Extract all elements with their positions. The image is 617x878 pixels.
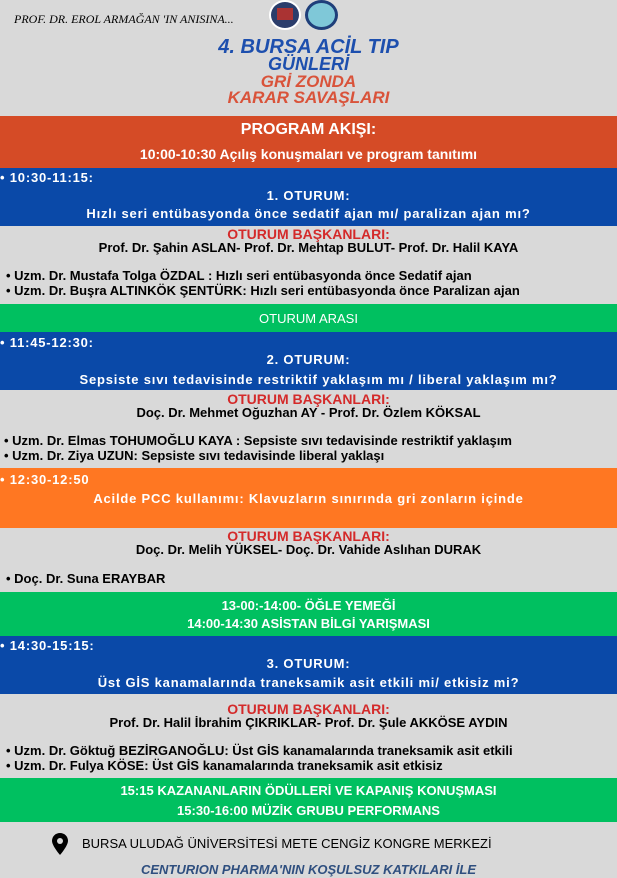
sponsor: CENTURION PHARMA'NIN KOŞULSUZ KATKILARI … (140, 862, 477, 877)
session-1-speaker-1: • Uzm. Dr. Mustafa Tolga ÖZDAL : Hızlı s… (6, 268, 472, 283)
location: BURSA ULUDAĞ ÜNİVERSİTESİ METE CENGİZ KO… (82, 836, 492, 851)
session-2-speaker-2: • Uzm. Dr. Ziya UZUN: Sepsiste sıvı teda… (4, 448, 385, 463)
session-2-chairs-label: OTURUM BAŞKANLARI: (227, 391, 390, 407)
quiz: 14:00-14:30 ASİSTAN BİLGİ YARIŞMASI (187, 616, 430, 631)
event-subtitle-line1: GRİ ZONDA (260, 72, 357, 91)
session-3-speaker-2: • Uzm. Dr. Fulya KÖSE: Üst GİS kanamalar… (6, 758, 443, 773)
session-break-band (0, 304, 617, 332)
session-3-band (0, 636, 617, 694)
pcc-time: • 12:30-12:50 (0, 472, 90, 487)
opening-text: 10:00-10:30 Açılış konuşmaları ve progra… (139, 146, 478, 162)
pcc-topic: Acilde PCC kullanımı: Klavuzların sınırı… (93, 491, 524, 506)
session-3-topic: Üst GİS kanamalarında traneksamik asit e… (97, 675, 520, 690)
session-1-time: • 10:30-11:15: (0, 170, 94, 185)
closing-band (0, 778, 617, 822)
pcc-band (0, 468, 617, 528)
event-title-line2: GÜNLERİ (268, 54, 349, 74)
awards: 15:15 KAZANANLARIN ÖDÜLLERİ VE KAPANIŞ K… (120, 783, 497, 798)
session-1-topic: Hızlı seri entübasyonda önce sedatif aja… (86, 206, 531, 221)
session-1-band (0, 168, 617, 226)
session-3-title: 3. OTURUM: (266, 656, 351, 671)
lunch-band (0, 592, 617, 636)
session-2-chairs: Doç. Dr. Mehmet Oğuzhan AY - Prof. Dr. Ö… (136, 405, 481, 420)
session-1-title: 1. OTURUM: (266, 188, 351, 203)
dedication: PROF. DR. EROL ARMAĞAN 'IN ANISINA... (14, 12, 234, 26)
program-band (0, 116, 617, 168)
session-2-band (0, 332, 617, 390)
session-1-speaker-2: • Uzm. Dr. Buşra ALTINKÖK ŞENTÜRK: Hızlı… (6, 283, 520, 298)
event-subtitle-line2: KARAR SAVAŞLARI (227, 88, 390, 107)
session-2-title: 2. OTURUM: (266, 352, 351, 367)
session-2-topic: Sepsiste sıvı tedavisinde restriktif yak… (79, 372, 558, 387)
session-1-chairs-label: OTURUM BAŞKANLARI: (227, 226, 390, 242)
pcc-chairs: Doç. Dr. Melih YÜKSEL- Doç. Dr. Vahide A… (135, 542, 482, 557)
session-2-speaker-1: • Uzm. Dr. Elmas TOHUMOĞLU KAYA : Sepsis… (4, 433, 512, 448)
session-break: OTURUM ARASI (259, 311, 358, 326)
map-pin-icon (52, 833, 68, 855)
program-heading: PROGRAM AKIŞI: (240, 121, 377, 138)
session-1-chairs: Prof. Dr. Şahin ASLAN- Prof. Dr. Mehtap … (98, 240, 519, 255)
bursa-uludag-university-logo (305, 0, 338, 30)
music: 15:30-16:00 MÜZİK GRUBU PERFORMANS (177, 803, 440, 818)
session-3-time: • 14:30-15:15: (0, 638, 95, 653)
university-seal-logo (269, 0, 301, 30)
pcc-chairs-label: OTURUM BAŞKANLARI: (227, 528, 390, 544)
session-3-chairs-label: OTURUM BAŞKANLARI: (227, 701, 390, 717)
session-3-speaker-1: • Uzm. Dr. Göktuğ BEZİRGANOĞLU: Üst GİS … (6, 743, 513, 758)
event-title-line1: 4. BURSA ACİL TIP (218, 36, 399, 58)
session-2-time: • 11:45-12:30: (0, 335, 94, 350)
lunch: 13-00:-14:00- ÖĞLE YEMEĞİ (221, 598, 396, 613)
pcc-speaker: • Doç. Dr. Suna ERAYBAR (6, 571, 166, 586)
session-3-chairs: Prof. Dr. Halil İbrahim ÇIKRIKLAR- Prof.… (109, 715, 508, 730)
